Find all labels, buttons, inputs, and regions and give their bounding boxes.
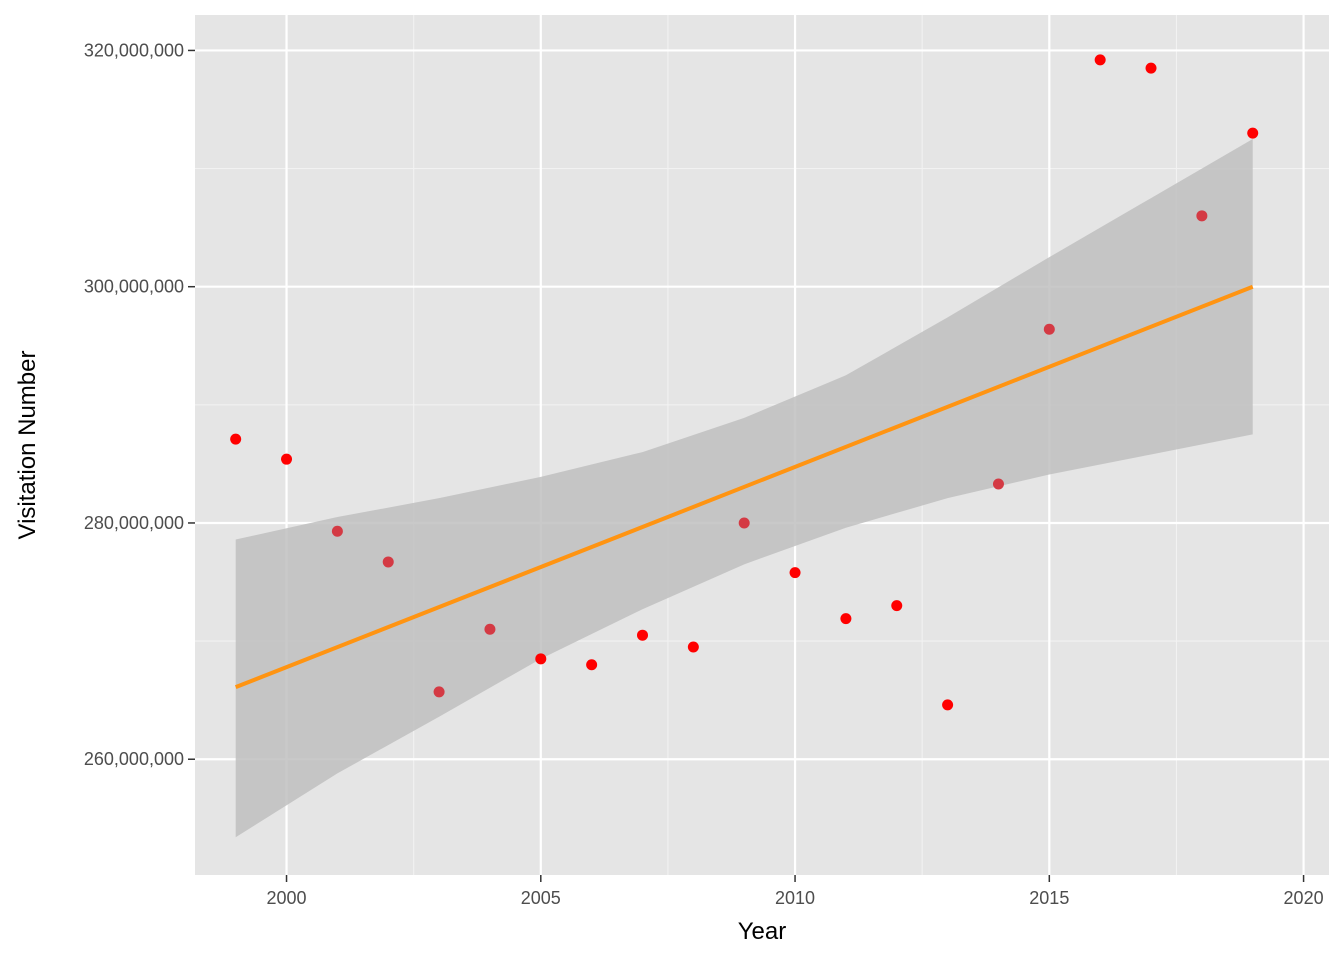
y-tick-label: 320,000,000 <box>84 40 184 60</box>
data-point <box>636 629 648 641</box>
x-axis: 2000 2005 2010 2015 2020 <box>267 875 1324 908</box>
data-point <box>687 641 699 653</box>
data-point <box>840 613 852 625</box>
x-tick-label: 2005 <box>521 888 561 908</box>
x-tick-label: 2010 <box>775 888 815 908</box>
data-point <box>1247 127 1259 139</box>
y-tick-label: 260,000,000 <box>84 749 184 769</box>
trend-line-layer <box>234 284 1254 690</box>
data-point <box>1043 323 1055 335</box>
x-tick-label: 2015 <box>1029 888 1069 908</box>
data-point <box>230 433 242 445</box>
y-axis: 260,000,000 280,000,000 300,000,000 320,000… <box>84 40 195 769</box>
y-axis-title: Visitation Number <box>14 351 41 540</box>
data-point <box>535 653 547 665</box>
x-tick-label: 2020 <box>1284 888 1324 908</box>
points-layer <box>230 54 1259 711</box>
y-tick-label: 280,000,000 <box>84 513 184 533</box>
data-point <box>891 600 903 612</box>
data-point <box>1094 54 1106 66</box>
trend-line <box>234 284 1254 690</box>
data-point <box>789 567 801 579</box>
data-point <box>586 659 598 671</box>
data-point <box>433 686 445 698</box>
data-point <box>331 525 343 537</box>
data-point <box>1196 210 1208 222</box>
y-tick-label: 300,000,000 <box>84 277 184 297</box>
data-point <box>484 623 496 635</box>
data-point <box>738 517 750 529</box>
data-point <box>382 556 394 568</box>
x-axis-title: Year <box>738 918 787 945</box>
data-point <box>942 699 954 711</box>
data-point <box>1145 62 1157 74</box>
data-point <box>992 478 1004 490</box>
x-tick-label: 2000 <box>267 888 307 908</box>
data-point <box>281 453 293 465</box>
